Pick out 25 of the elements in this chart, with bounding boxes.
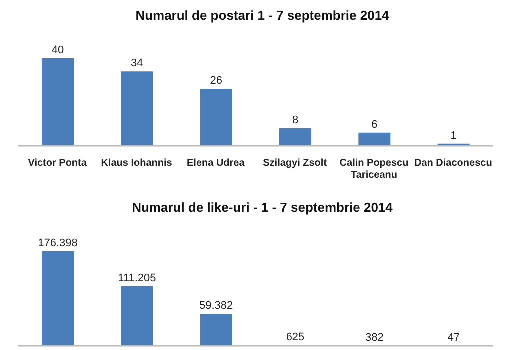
x-tick-label: Dan Diaconescu bbox=[414, 158, 492, 169]
data-label: 6 bbox=[372, 118, 378, 131]
data-label: 47 bbox=[448, 332, 460, 344]
x-tick-label: Szilagyi Zsolt bbox=[263, 158, 328, 169]
x-tick-label: Victor Ponta bbox=[28, 158, 88, 169]
data-label: 34 bbox=[131, 58, 144, 70]
x-tick-label: Calin Popescu Tariceanu bbox=[340, 158, 409, 181]
data-label: 382 bbox=[365, 332, 384, 344]
data-label: 26 bbox=[210, 75, 222, 88]
bar bbox=[42, 58, 74, 146]
data-label: 8 bbox=[292, 114, 299, 126]
bar bbox=[280, 128, 312, 146]
data-label: 625 bbox=[286, 332, 305, 344]
data-label: 1 bbox=[450, 130, 457, 142]
x-tick-label: Elena Udrea bbox=[187, 158, 246, 169]
x-tick-label: Klaus Iohannis bbox=[101, 158, 173, 169]
chart-title: Numarul de postari 1 - 7 septembrie 2014 bbox=[134, 7, 390, 25]
data-label: 59.382 bbox=[200, 300, 234, 312]
data-label: 40 bbox=[52, 44, 64, 56]
bar bbox=[358, 132, 391, 146]
data-label: 111.205 bbox=[118, 272, 156, 284]
chart-title: Numarul de like-uri - 1 - 7 septembrie 2014 bbox=[131, 199, 394, 217]
data-label: 176.398 bbox=[38, 237, 78, 250]
bar bbox=[121, 72, 154, 146]
bar bbox=[200, 89, 232, 146]
